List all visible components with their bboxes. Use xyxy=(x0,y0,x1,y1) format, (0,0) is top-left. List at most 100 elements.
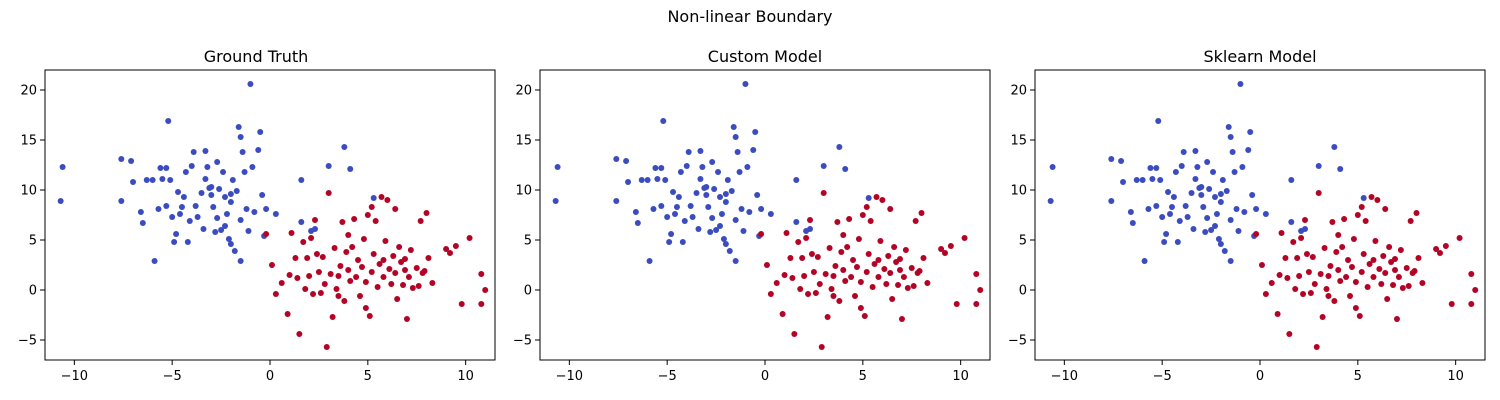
scatter-point-class-0 xyxy=(1217,199,1224,205)
scatter-point-class-1 xyxy=(296,331,303,337)
scatter-point-class-1 xyxy=(403,316,410,322)
scatter-point-class-1 xyxy=(1374,197,1381,203)
scatter-point-class-0 xyxy=(793,219,800,225)
scatter-point-class-0 xyxy=(128,158,135,164)
scatter-point-class-0 xyxy=(1167,211,1173,217)
scatter-point-class-1 xyxy=(1397,247,1404,253)
scatter-point-class-1 xyxy=(1276,272,1283,278)
scatter-point-class-1 xyxy=(898,316,905,322)
scatter-point-class-0 xyxy=(118,156,125,162)
scatter-point-class-1 xyxy=(887,206,894,212)
scatter-point-class-0 xyxy=(744,164,751,170)
scatter-point-class-1 xyxy=(421,268,428,274)
scatter-point-class-1 xyxy=(1405,283,1412,289)
scatter-point-class-1 xyxy=(816,281,823,287)
scatter-point-class-1 xyxy=(1305,269,1312,275)
scatter-point-class-0 xyxy=(57,198,64,204)
scatter-point-class-1 xyxy=(1317,271,1324,277)
scatter-point-class-1 xyxy=(861,313,868,319)
scatter-point-class-1 xyxy=(1321,245,1328,251)
scatter-point-class-0 xyxy=(1192,176,1199,182)
scatter-point-class-0 xyxy=(1147,165,1154,171)
scatter-point-class-1 xyxy=(910,283,917,289)
panel-sklearn-model: Sklearn Model −10 −5 0 5 10 −5 0 5 10 15 20 xyxy=(1008,47,1486,384)
panel-title: Sklearn Model xyxy=(1203,47,1316,66)
y-tick-label: 0 xyxy=(1019,284,1027,299)
scatter-point-class-1 xyxy=(797,286,804,292)
scatter-point-class-0 xyxy=(1225,124,1232,130)
scatter-point-class-1 xyxy=(478,271,485,277)
scatter-point-class-1 xyxy=(263,231,270,237)
scatter-point-class-0 xyxy=(227,199,234,205)
scatter-point-class-1 xyxy=(382,238,389,244)
scatter-point-class-0 xyxy=(746,209,753,215)
scatter-point-class-1 xyxy=(947,243,954,249)
scatter-point-class-1 xyxy=(407,247,414,253)
scatter-point-class-1 xyxy=(364,212,371,218)
scatter-point-class-1 xyxy=(863,269,870,275)
scatter-point-class-0 xyxy=(1192,148,1199,154)
scatter-point-class-0 xyxy=(1229,149,1236,155)
scatter-point-class-1 xyxy=(302,286,309,292)
scatter-point-class-1 xyxy=(1448,301,1455,307)
scatter-point-class-1 xyxy=(891,244,898,250)
scatter-point-class-0 xyxy=(865,195,872,201)
scatter-point-class-1 xyxy=(313,251,320,257)
scatter-point-class-0 xyxy=(171,239,178,245)
scatter-point-class-1 xyxy=(1413,210,1420,216)
scatter-point-class-0 xyxy=(1141,258,1148,264)
scatter-point-class-0 xyxy=(263,206,270,212)
scatter-point-class-1 xyxy=(1442,243,1449,249)
scatter-point-class-0 xyxy=(613,198,620,204)
scatter-point-class-1 xyxy=(304,255,311,261)
scatter-point-class-0 xyxy=(255,147,262,153)
scatter-point-class-1 xyxy=(335,293,342,299)
scatter-point-class-1 xyxy=(1274,311,1281,317)
scatter-point-class-0 xyxy=(711,186,718,192)
scatter-point-class-1 xyxy=(942,250,948,256)
scatter-point-class-1 xyxy=(883,281,890,287)
scatter-point-class-0 xyxy=(1315,163,1322,169)
scatter-point-class-0 xyxy=(726,248,733,254)
scatter-point-class-0 xyxy=(668,231,675,237)
scatter-point-class-0 xyxy=(672,211,678,217)
scatter-point-class-1 xyxy=(830,293,837,299)
scatter-point-class-1 xyxy=(1302,217,1308,223)
x-tick-label: 0 xyxy=(761,369,769,384)
scatter-point-class-0 xyxy=(139,220,146,226)
scatter-point-class-1 xyxy=(1372,238,1379,244)
scatter-point-class-0 xyxy=(214,215,221,221)
scatter-point-class-0 xyxy=(1188,190,1195,196)
scatter-point-class-1 xyxy=(1415,255,1422,261)
scatter-point-class-1 xyxy=(857,279,864,285)
scatter-point-class-0 xyxy=(717,223,723,229)
scatter-point-class-1 xyxy=(1327,263,1334,269)
x-tick-label: 10 xyxy=(1447,369,1464,384)
scatter-point-class-0 xyxy=(767,211,774,217)
scatter-point-class-1 xyxy=(1294,255,1301,261)
scatter-point-class-0 xyxy=(734,149,741,155)
scatter-point-class-0 xyxy=(693,190,700,196)
scatter-point-class-0 xyxy=(732,217,739,223)
scatter-point-class-0 xyxy=(632,209,639,215)
scatter-point-class-0 xyxy=(670,189,677,195)
scatter-point-class-1 xyxy=(478,301,485,307)
scatter-point-class-1 xyxy=(787,255,794,261)
scatter-point-class-1 xyxy=(331,245,338,251)
scatter-point-class-0 xyxy=(793,177,800,183)
x-tick-label: −10 xyxy=(1051,369,1078,384)
scatter-point-class-0 xyxy=(750,147,757,153)
scatter-point-class-1 xyxy=(1268,280,1275,286)
scatter-point-class-1 xyxy=(1350,236,1357,242)
scatter-point-class-1 xyxy=(1348,264,1355,270)
scatter-point-class-0 xyxy=(188,163,195,169)
scatter-point-class-0 xyxy=(658,165,665,171)
scatter-point-class-1 xyxy=(1345,257,1352,263)
scatter-point-class-0 xyxy=(312,226,318,232)
x-tick-label: −10 xyxy=(61,369,88,384)
scatter-point-class-0 xyxy=(202,148,209,154)
scatter-point-class-1 xyxy=(758,231,765,237)
scatter-point-class-1 xyxy=(1358,204,1365,210)
scatter-point-class-0 xyxy=(1133,177,1140,183)
